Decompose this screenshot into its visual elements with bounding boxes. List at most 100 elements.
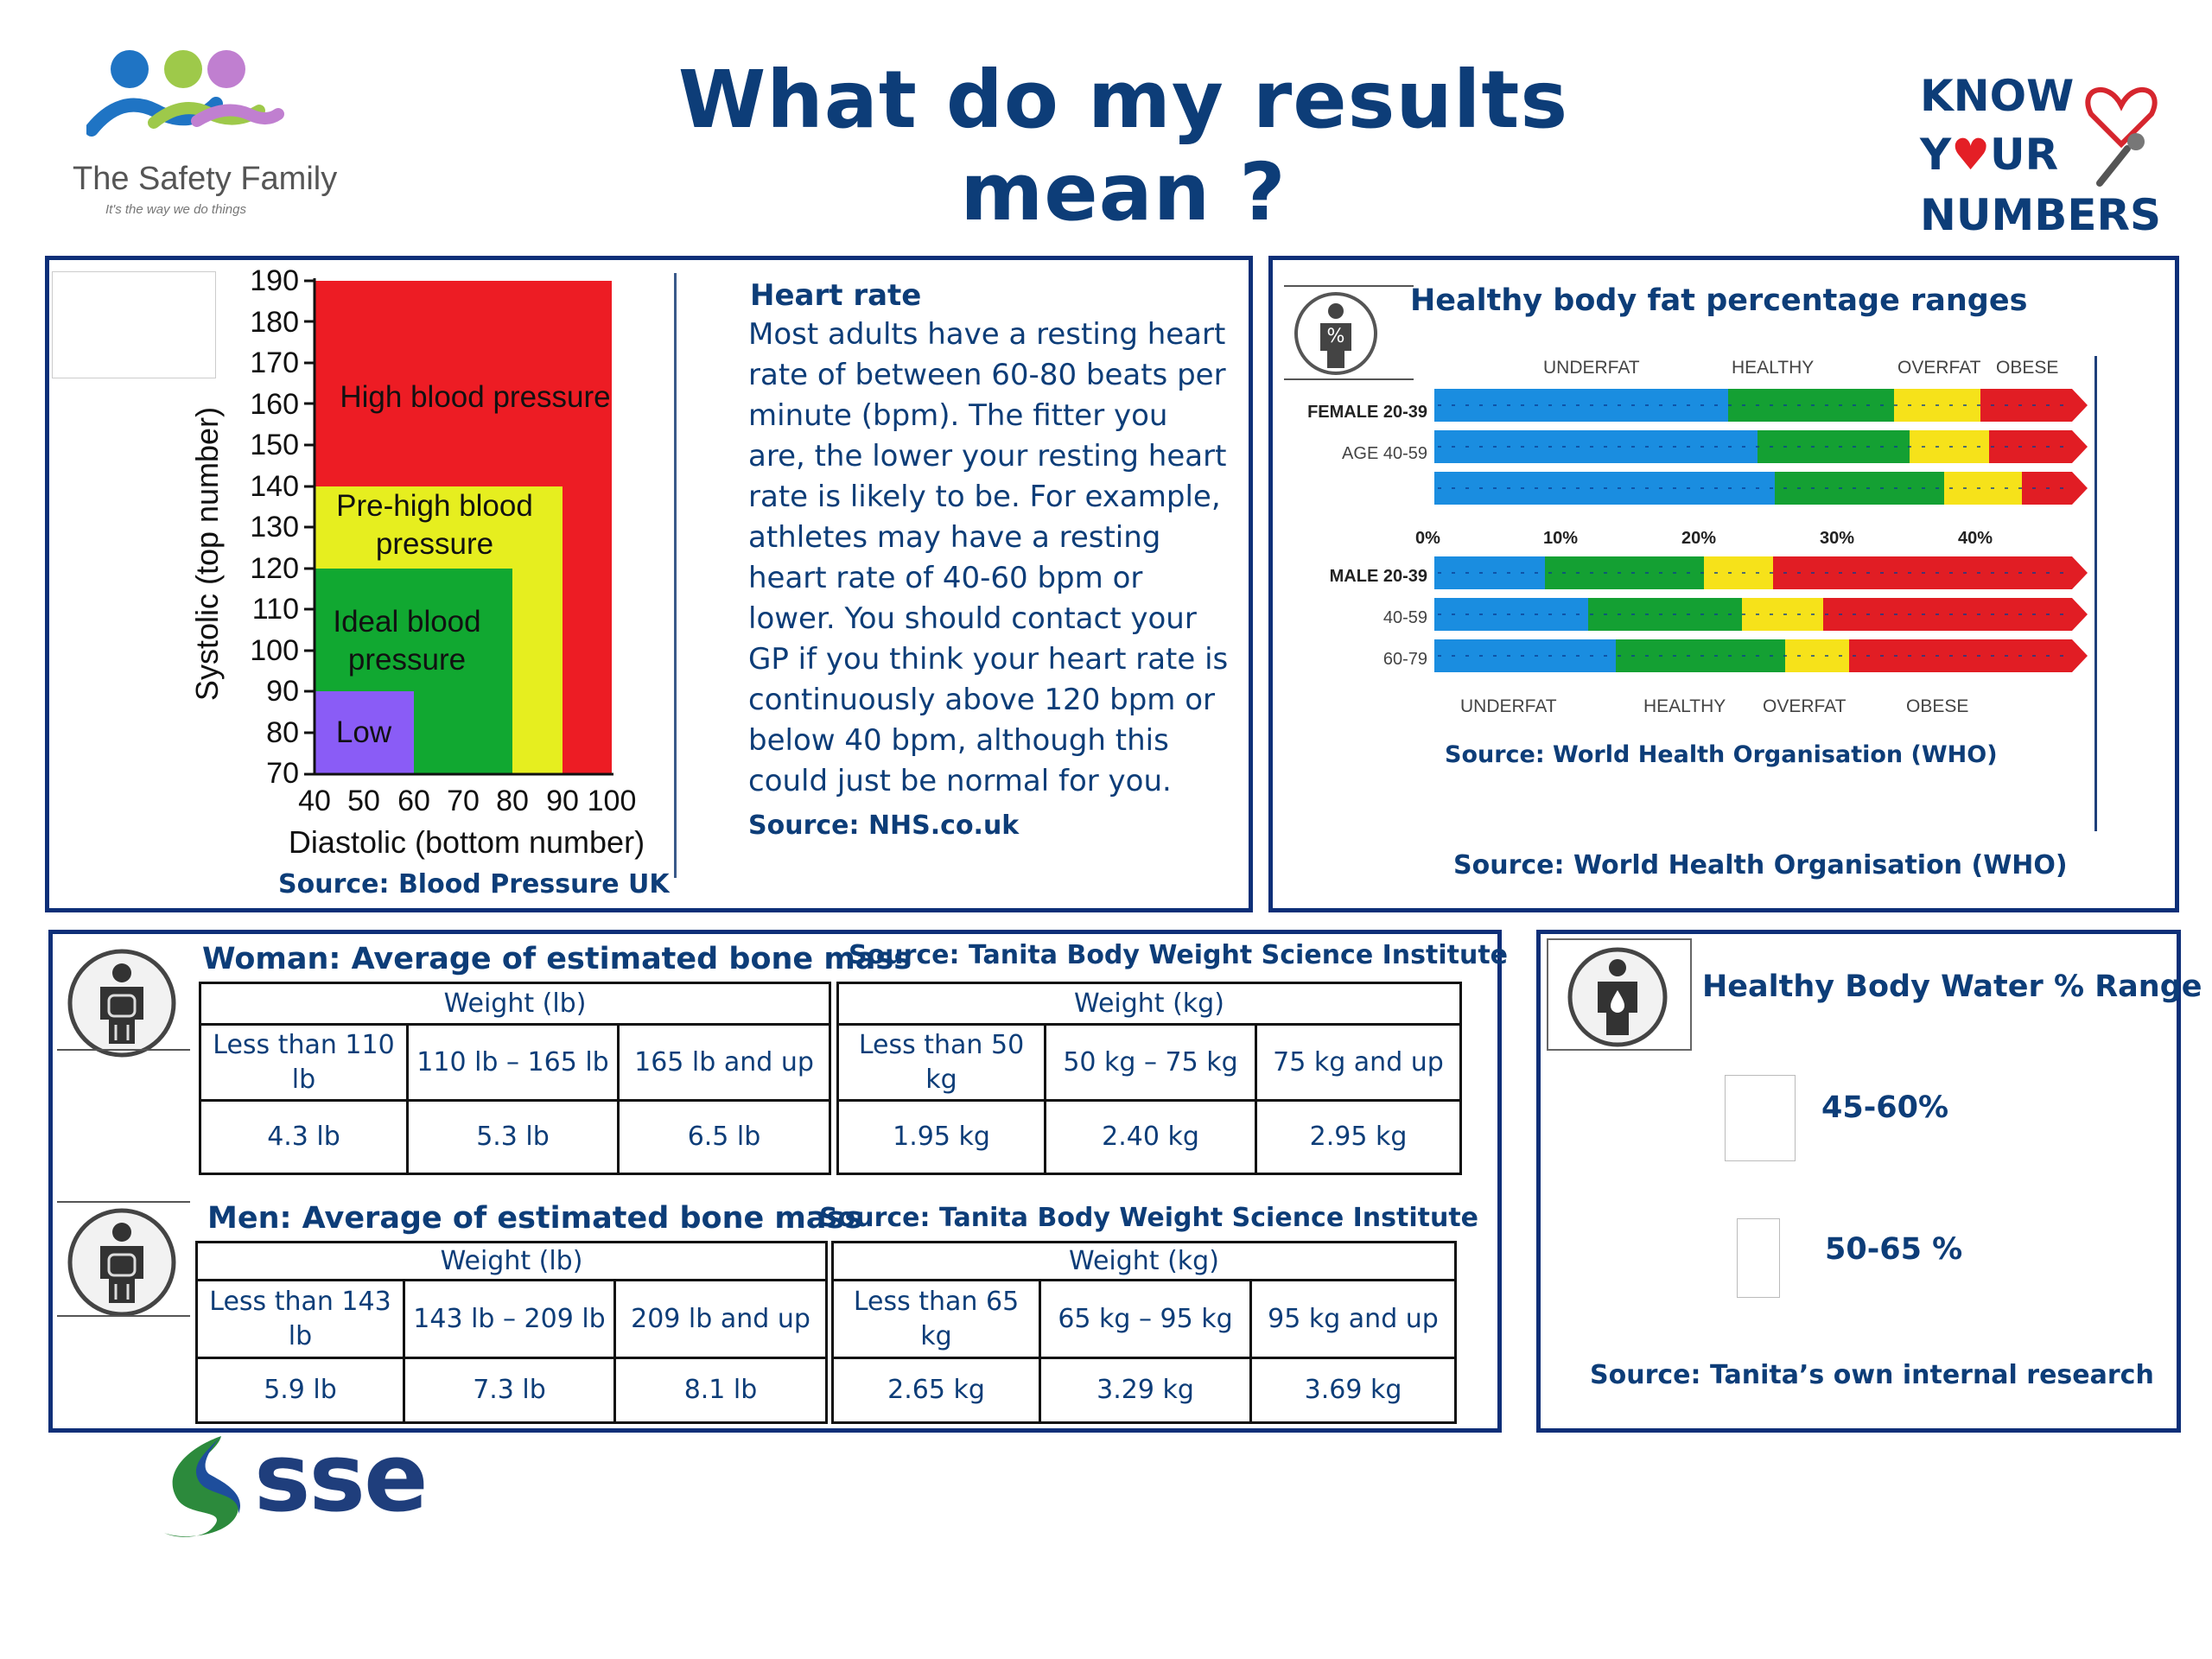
table-cell: Less than 143 lb <box>195 1279 405 1359</box>
bf-axis-tick: 20% <box>1681 529 1717 548</box>
bp-y-axis-label: Systolic (top number) <box>189 406 225 702</box>
bf-row-female-60-79 <box>1434 472 2088 505</box>
sse-swirl-icon <box>164 1436 241 1537</box>
bp-xtick: 60 <box>397 785 430 817</box>
bp-ytick: 120 <box>250 552 299 585</box>
body-fat-icon-rule <box>1284 378 1414 380</box>
table-cell: 2.95 kg <box>1255 1099 1462 1175</box>
bone-men-icon-rule-top <box>57 1201 190 1203</box>
bp-ytick: 160 <box>250 388 299 421</box>
bp-ideal-line-2: pressure <box>347 643 467 677</box>
bp-ytick: 170 <box>250 346 299 379</box>
table-cell: 5.3 lb <box>406 1099 620 1175</box>
bp-ytick: 70 <box>266 757 299 790</box>
bone-women-icon-rule <box>57 1049 190 1051</box>
body-fat-source: Source: World Health Organisation (WHO) <box>1453 850 2068 880</box>
bone-men-icon-rule <box>57 1315 190 1317</box>
sse-logo-text: sse <box>254 1422 429 1533</box>
bf-source-inner: Source: World Health Organisation (WHO) <box>1445 741 1998 768</box>
bp-xtick: 80 <box>496 785 529 817</box>
table-cell: 4.3 lb <box>199 1099 409 1175</box>
table-cell: 5.9 lb <box>195 1357 405 1424</box>
bf-axis-tick: 10% <box>1543 529 1579 548</box>
safety-family-logo-icon <box>86 50 284 137</box>
badge-line-know: KNOW <box>1920 71 2075 121</box>
bf-bottom-header-overfat: OVERFAT <box>1763 696 1847 716</box>
bf-row-female-40-59 <box>1434 430 2088 463</box>
panel-divider <box>674 273 677 878</box>
badge-line-numbers: NUMBERS <box>1920 190 2161 240</box>
bf-top-header-obese: OBESE <box>1996 358 2059 378</box>
body-water-title: Healthy Body Water % Range <box>1702 969 2202 1004</box>
bp-x-axis-label: Diastolic (bottom number) <box>288 824 645 860</box>
bp-chart <box>304 278 613 776</box>
heart-o-icon: ♥ <box>1951 130 1991 180</box>
table-cell: 3.69 kg <box>1249 1357 1457 1424</box>
table-cell: 110 lb – 165 lb <box>406 1023 620 1102</box>
table-cell: 165 lb and up <box>617 1023 831 1102</box>
table-cell: Less than 50 kg <box>836 1023 1046 1102</box>
bf-male-label: MALE 20-39 <box>1329 567 1427 586</box>
table-cell: 95 kg and up <box>1249 1279 1457 1359</box>
bone-women-title: Woman: Average of estimated bone mass <box>202 942 912 976</box>
bone-women-lb-table: Weight (lb) Less than 110 lb 110 lb – 16… <box>199 982 831 1175</box>
table-cell: 209 lb and up <box>613 1279 828 1359</box>
bp-zone-ideal-label: Ideal blood pressure <box>316 603 498 679</box>
table-cell: Less than 65 kg <box>831 1279 1041 1359</box>
body-water-icon-frame <box>1547 938 1692 1051</box>
body-fat-panel <box>1268 256 2179 912</box>
svg-text:%: % <box>1327 326 1345 347</box>
bp-xtick: 40 <box>298 785 331 817</box>
logo-brand-text: The Safety Family <box>73 161 338 197</box>
bp-xtick: 100 <box>587 785 637 817</box>
table-cell: 6.5 lb <box>617 1099 831 1175</box>
bp-xtick: 70 <box>447 785 480 817</box>
bp-prehigh-line-1: Pre-high blood <box>336 489 533 523</box>
bp-ytick: 110 <box>251 593 299 626</box>
body-fat-bars <box>1434 389 2088 672</box>
bf-right-rule <box>2094 356 2097 831</box>
bp-ytick: 140 <box>250 470 299 503</box>
male-water-range: 50-65 % <box>1825 1232 1963 1267</box>
bf-row-male-20-39 <box>1434 556 2088 589</box>
blood-pressure-heart-rate-panel <box>45 256 1253 912</box>
bp-ytick: 190 <box>250 264 299 297</box>
bf-axis-tick: 40% <box>1958 529 1993 548</box>
bf-bottom-header-healthy: HEALTHY <box>1643 696 1726 716</box>
table-cell: 2.65 kg <box>831 1357 1041 1424</box>
bone-men-title: Men: Average of estimated bone mass <box>207 1201 863 1236</box>
water-drop-body-icon <box>1567 947 1668 1047</box>
bp-zone-high-label: High blood pressure <box>340 380 611 414</box>
bone-men-lb-table: Weight (lb) Less than 143 lb 143 lb – 20… <box>195 1241 828 1424</box>
table-cell: 3.29 kg <box>1039 1357 1252 1424</box>
badge-line-your: Y♥UR <box>1920 130 2058 180</box>
table-header: Weight (kg) <box>831 1241 1457 1281</box>
bp-ytick: 80 <box>266 716 299 749</box>
page-title: What do my results mean ? <box>677 54 1569 238</box>
bf-female-label: FEMALE 20-39 <box>1307 403 1427 422</box>
bp-prehigh-line-2: pressure <box>375 527 494 561</box>
bone-men-source: Source: Tanita Body Weight Science Insti… <box>819 1203 1479 1233</box>
bf-male-age-label: 60-79 <box>1382 650 1427 669</box>
table-header: Weight (lb) <box>199 982 831 1026</box>
bf-top-header-underfat: UNDERFAT <box>1543 358 1640 378</box>
body-bone-icon <box>67 1208 176 1317</box>
heart-rate-body: Most adults have a resting heart rate of… <box>748 317 1229 798</box>
heart-rate-title: Heart rate <box>750 278 922 313</box>
bp-xtick: 90 <box>546 785 579 817</box>
stethoscope-heart-icon <box>2085 87 2158 187</box>
table-header: Weight (kg) <box>836 982 1462 1026</box>
bf-bottom-header-underfat: UNDERFAT <box>1460 696 1557 716</box>
table-cell: 2.40 kg <box>1044 1099 1257 1175</box>
bf-row-male-60-79 <box>1434 639 2088 672</box>
bf-row-female-20-39 <box>1434 389 2088 422</box>
body-fat-icon-rule-top <box>1284 285 1414 287</box>
logo-tagline: It's the way we do things <box>105 202 246 217</box>
badge-y: Y <box>1920 130 1952 180</box>
bf-female-age-label: AGE 40-59 <box>1342 444 1427 463</box>
bone-women-source: Source: Tanita Body Weight Science Insti… <box>849 940 1509 970</box>
female-water-placeholder <box>1725 1075 1796 1161</box>
bone-mass-panel <box>48 930 1502 1433</box>
bf-bottom-header-obese: OBESE <box>1906 696 1969 716</box>
bf-axis-tick: 30% <box>1820 529 1855 548</box>
